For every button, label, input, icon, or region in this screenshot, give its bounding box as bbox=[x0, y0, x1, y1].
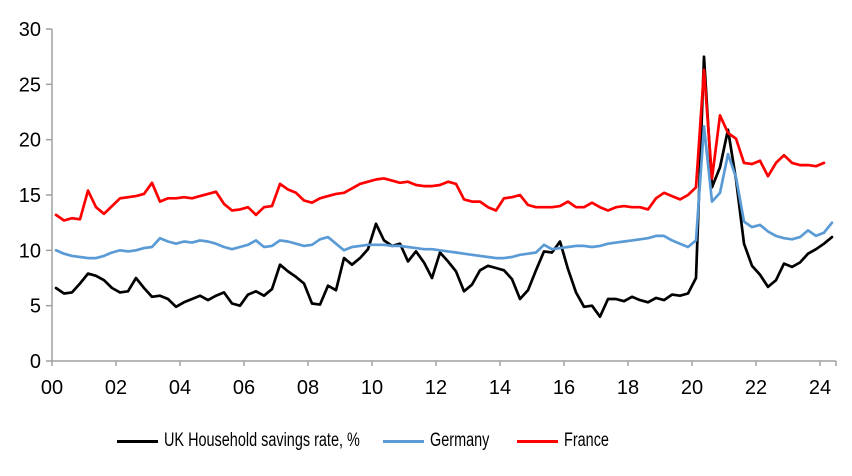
y-axis-tick-label: 30 bbox=[19, 19, 41, 41]
x-axis-tick-label: 14 bbox=[489, 377, 511, 399]
y-axis-tick-label: 0 bbox=[30, 351, 41, 373]
legend-label-germany: Germany bbox=[430, 430, 490, 451]
legend-line-germany-icon bbox=[383, 439, 424, 443]
x-axis-tick-label: 22 bbox=[745, 377, 767, 399]
chart-plot-area: 0 5 10 15 20 25 30 00 02 04 06 08 10 12 14 16 18 20 22 24 bbox=[19, 19, 837, 399]
x-axis-tick-label: 10 bbox=[361, 377, 383, 399]
legend-label-uk: UK Household savings rate, % bbox=[164, 430, 360, 451]
y-axis-tick-label: 15 bbox=[19, 185, 41, 207]
x-axis-tick-label: 00 bbox=[41, 377, 63, 399]
x-axis-tick-label: 20 bbox=[681, 377, 703, 399]
x-axis-tick-label: 02 bbox=[105, 377, 127, 399]
legend-label-france: France bbox=[564, 430, 609, 451]
x-axis-tick-label: 08 bbox=[297, 377, 319, 399]
x-axis-tick-label: 04 bbox=[169, 377, 191, 399]
y-axis-tick-label: 25 bbox=[19, 74, 41, 96]
y-axis-tick-label: 5 bbox=[30, 296, 41, 318]
y-axis-tick-label: 20 bbox=[19, 130, 41, 152]
legend-item-france: France bbox=[517, 430, 623, 452]
x-axis-tick-label: 24 bbox=[809, 377, 831, 399]
x-axis-tick-label: 18 bbox=[617, 377, 639, 399]
legend-item-uk: UK Household savings rate, % bbox=[117, 430, 422, 452]
x-axis-tick-label: 12 bbox=[425, 377, 447, 399]
series-line-uk bbox=[54, 55, 834, 319]
x-axis-tick-label: 16 bbox=[553, 377, 575, 399]
legend-line-france-icon bbox=[517, 439, 558, 443]
legend-item-germany: Germany bbox=[383, 430, 508, 452]
series-line-germany bbox=[54, 125, 834, 260]
series-line-france bbox=[54, 68, 826, 222]
y-axis-tick-label: 10 bbox=[19, 240, 41, 262]
legend-line-uk-icon bbox=[117, 439, 158, 443]
x-axis-tick-label: 06 bbox=[233, 377, 255, 399]
